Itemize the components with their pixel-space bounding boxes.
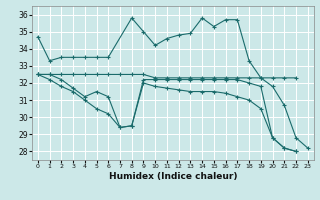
X-axis label: Humidex (Indice chaleur): Humidex (Indice chaleur) bbox=[108, 172, 237, 181]
